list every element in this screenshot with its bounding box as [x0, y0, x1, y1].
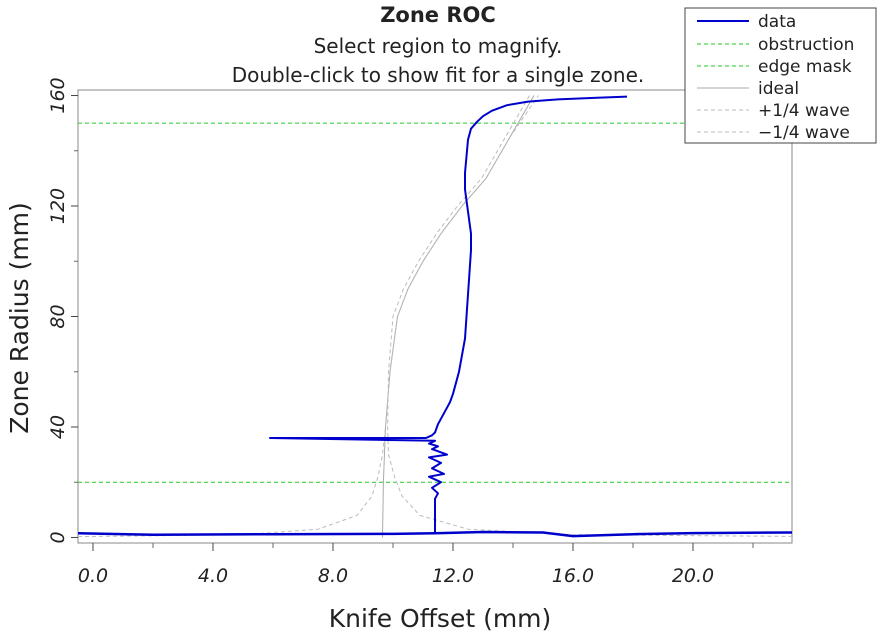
y-tick-label: 40 [47, 415, 69, 439]
y-tick-label: 120 [47, 188, 69, 224]
x-tick-label: 0.0 [78, 565, 108, 587]
chart-subtitle-1: Select region to magnify. [314, 34, 563, 58]
legend-label-ideal: ideal [758, 79, 799, 99]
x-axis-label: Knife Offset (mm) [329, 604, 552, 633]
legend-label-data: data [758, 12, 796, 32]
x-tick-label: 20.0 [672, 565, 714, 587]
legend-label-plus-quarter-wave: +1/4 wave [758, 101, 850, 121]
legend-label-obstruction: obstruction [758, 35, 854, 55]
series-data-line [269, 95, 628, 532]
x-tick-label: 16.0 [552, 565, 594, 587]
y-tick-label: 0 [47, 531, 69, 543]
x-tick-label: 8.0 [318, 565, 348, 587]
legend-label-edge-mask: edge mask [758, 57, 852, 77]
y-tick-label: 160 [47, 77, 69, 113]
chart-subtitle-2: Double-click to show fit for a single zo… [232, 63, 645, 87]
y-axis-label: Zone Radius (mm) [5, 202, 34, 434]
series-data-baseline-line [77, 530, 793, 538]
chart-title: Zone ROC [380, 3, 496, 27]
series-plus-quarter-wave-line [77, 95, 539, 538]
legend-box [684, 7, 877, 144]
x-tick-label: 4.0 [198, 565, 228, 587]
legend: data obstruction edge mask ideal +1/4 wa… [684, 7, 877, 144]
x-tick-label: 12.0 [432, 565, 474, 587]
y-tick-label: 80 [47, 304, 69, 328]
legend-label-minus-quarter-wave: −1/4 wave [758, 123, 850, 143]
